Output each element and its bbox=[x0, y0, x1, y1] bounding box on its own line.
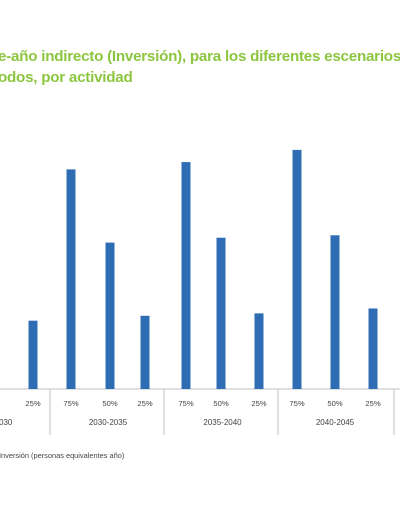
tick-label-1-2: 25% bbox=[25, 399, 40, 408]
group-label-2: 2030-2035 bbox=[89, 418, 128, 427]
bar-4-3 bbox=[368, 308, 378, 389]
bar-2-1 bbox=[66, 169, 76, 389]
bar-4-2 bbox=[330, 235, 340, 389]
bar-3-3 bbox=[254, 313, 264, 389]
tick-label-4-2: 50% bbox=[327, 399, 342, 408]
tick-label-2-3: 25% bbox=[137, 399, 152, 408]
chart-title-line-1: e-año indirecto (Inversión), para los di… bbox=[0, 48, 400, 65]
group-label-4: 2040-2045 bbox=[316, 418, 355, 427]
group-label-3: 2035-2040 bbox=[203, 418, 242, 427]
bar-2-2 bbox=[105, 242, 115, 389]
tick-label-4-1: 75% bbox=[289, 399, 304, 408]
tick-label-3-1: 75% bbox=[178, 399, 193, 408]
tick-label-3-2: 50% bbox=[213, 399, 228, 408]
bar-1-2 bbox=[28, 320, 38, 389]
bar-3-2 bbox=[216, 237, 226, 389]
tick-label-3-3: 25% bbox=[251, 399, 266, 408]
group-label-1: 030 bbox=[0, 418, 13, 427]
bar-3-1 bbox=[181, 162, 191, 389]
chart-title: e-año indirecto (Inversión), para los di… bbox=[0, 46, 400, 88]
chart-title-line-2: odos, por actividad bbox=[0, 69, 133, 86]
tick-label-2-1: 75% bbox=[63, 399, 78, 408]
tick-label-2-2: 50% bbox=[102, 399, 117, 408]
chart-legend: Inversión (personas equivalentes año) bbox=[0, 451, 124, 460]
bar-2-3 bbox=[140, 315, 150, 389]
tick-label-4-3: 25% bbox=[365, 399, 380, 408]
legend-label: Inversión (personas equivalentes año) bbox=[0, 451, 125, 460]
bar-4-1 bbox=[292, 149, 302, 389]
